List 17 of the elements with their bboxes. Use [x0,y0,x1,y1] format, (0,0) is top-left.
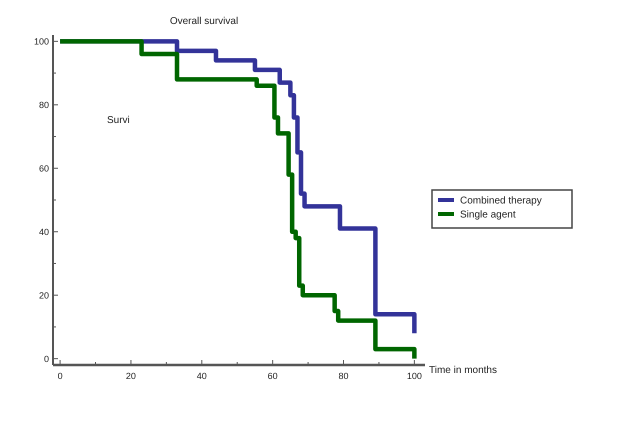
y-tick-label: 60 [38,163,49,174]
legend-label: Single agent [460,210,516,220]
x-tick-label: 60 [268,371,278,381]
y-tick-label: 100 [34,36,49,46]
x-tick-label: 80 [338,371,349,381]
y-tick-label: 80 [38,100,49,110]
x-axis-title: Time in months [429,365,497,376]
x-tick-label: 100 [406,371,422,381]
x-tick-label: 40 [196,371,207,381]
x-tick-label: 20 [126,371,136,381]
y-tick-label: 20 [38,290,49,300]
legend-label: Combined therapy [460,196,542,206]
chart-title: Overall survival [170,16,238,27]
x-tick-label: 0 [58,371,63,381]
annotation: Survi [107,115,130,126]
y-tick-label: 0 [44,354,49,364]
y-tick-label: 40 [38,226,49,237]
